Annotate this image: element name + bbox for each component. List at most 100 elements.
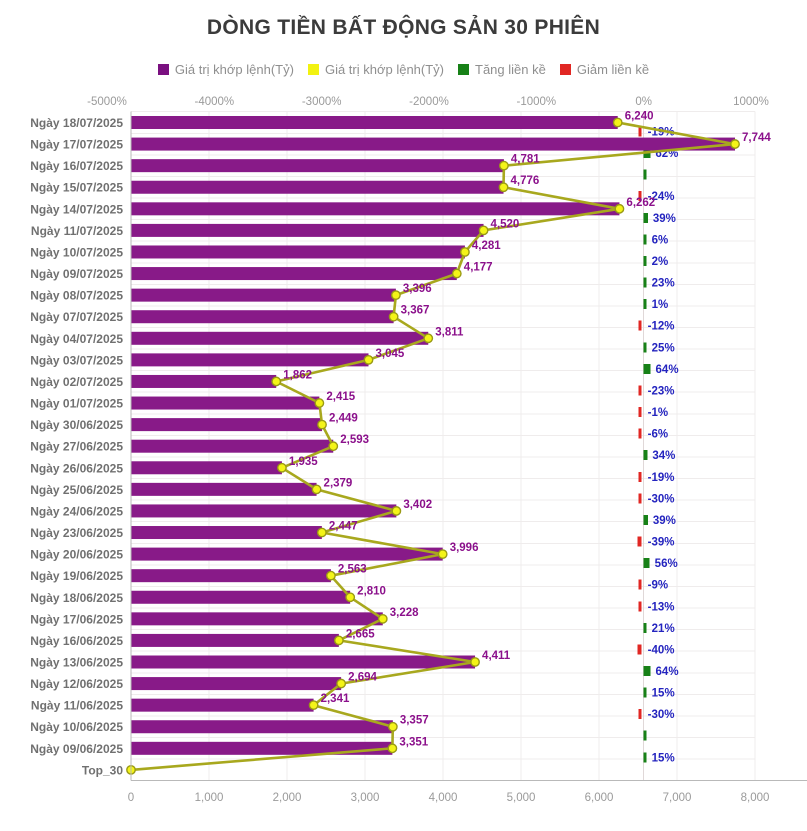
line-marker[interactable] (478, 225, 489, 236)
category-label: Ngày 07/07/2025 (30, 310, 123, 324)
value-bar[interactable] (131, 547, 443, 561)
category-label: Ngày 16/07/2025 (30, 159, 123, 173)
value-label: 3,996 (450, 542, 479, 554)
delta-pct-label: -12% (648, 321, 675, 333)
line-marker[interactable] (460, 247, 470, 257)
line-marker[interactable] (336, 678, 347, 689)
value-bar[interactable] (131, 396, 320, 410)
line-marker[interactable] (387, 743, 398, 754)
bottom-axis-tick-label: 3,000 (351, 792, 380, 804)
value-label: 7,744 (742, 132, 771, 144)
value-bar[interactable] (131, 720, 393, 734)
delta-pct-label: 25% (652, 342, 675, 354)
line-marker[interactable] (437, 549, 448, 559)
line-marker[interactable] (316, 527, 327, 538)
decrease-tick (638, 191, 642, 202)
line-marker[interactable] (277, 462, 287, 473)
value-bar[interactable] (131, 741, 393, 755)
line-marker[interactable] (333, 635, 344, 646)
legend-line-series[interactable]: Giá trị khớp lệnh(Tỷ) (307, 62, 444, 77)
top-axis-tick-label: -5000% (87, 96, 127, 108)
bottom-axis-tick-label: 7,000 (663, 792, 692, 804)
value-bar[interactable] (131, 526, 322, 540)
line-marker[interactable] (451, 268, 462, 279)
line-marker[interactable] (326, 570, 336, 581)
value-bar[interactable] (131, 331, 429, 345)
line-marker[interactable] (498, 182, 509, 193)
value-bar[interactable] (131, 116, 618, 129)
decrease-tick (638, 579, 642, 590)
line-marker[interactable] (423, 333, 434, 344)
value-label: 3,402 (403, 499, 432, 511)
value-label: 4,776 (511, 175, 540, 187)
line-marker[interactable] (328, 441, 339, 452)
value-label: 2,665 (346, 628, 375, 640)
line-marker[interactable] (377, 613, 388, 624)
increase-tick (643, 514, 648, 525)
delta-pct-label: 56% (655, 558, 678, 570)
line-marker[interactable] (345, 592, 356, 603)
line-marker[interactable] (614, 203, 625, 214)
line-marker[interactable] (391, 506, 402, 516)
line-marker[interactable] (317, 419, 327, 430)
line-marker[interactable] (387, 721, 398, 732)
category-label: Ngày 08/07/2025 (30, 289, 123, 303)
value-bar[interactable] (131, 310, 394, 324)
value-bar[interactable] (131, 482, 317, 496)
value-bar[interactable] (131, 353, 369, 367)
value-bar[interactable] (131, 223, 484, 237)
value-label: 6,262 (626, 197, 655, 209)
legend-bar-series[interactable]: Giá trị khớp lệnh(Tỷ) (157, 62, 294, 77)
legend-increase[interactable]: Tăng liền kề (458, 62, 546, 77)
value-label: 2,694 (348, 672, 377, 684)
decrease-tick (638, 126, 642, 137)
category-label: Ngày 09/07/2025 (30, 267, 123, 281)
bottom-axis-tick-label: 2,000 (273, 792, 302, 804)
value-bar[interactable] (131, 655, 476, 669)
value-bar[interactable] (131, 461, 282, 475)
line-marker[interactable] (390, 290, 401, 301)
line-marker[interactable] (470, 657, 480, 667)
value-label: 2,593 (340, 434, 369, 446)
value-bar[interactable] (131, 569, 331, 583)
increase-tick (643, 277, 647, 288)
value-bar[interactable] (131, 374, 277, 388)
top-axis-tick-label: 0% (635, 96, 652, 108)
line-marker[interactable] (311, 484, 322, 495)
value-bar[interactable] (131, 180, 504, 194)
line-marker[interactable] (499, 160, 509, 171)
value-bar[interactable] (131, 137, 736, 151)
value-label: 3,367 (401, 305, 430, 317)
value-bar[interactable] (131, 698, 314, 712)
value-bar[interactable] (131, 590, 351, 604)
value-bar[interactable] (131, 159, 504, 173)
line-marker[interactable] (730, 139, 740, 149)
delta-pct-label: -40% (648, 644, 675, 656)
line-marker[interactable] (388, 311, 399, 322)
value-bar[interactable] (131, 202, 620, 216)
value-bar[interactable] (131, 677, 342, 691)
value-label: 4,411 (482, 650, 511, 662)
value-bar[interactable] (131, 633, 339, 647)
legend-decrease[interactable]: Giảm liền kề (559, 62, 649, 77)
line-marker[interactable] (363, 354, 374, 365)
value-bar[interactable] (131, 504, 397, 518)
increase-tick (643, 234, 647, 245)
delta-pct-label: 2% (652, 256, 669, 268)
delta-pct-label: -23% (648, 385, 675, 397)
line-marker[interactable] (271, 376, 282, 387)
value-bar[interactable] (131, 439, 334, 453)
bottom-axis-tick-label: 8,000 (741, 792, 770, 804)
line-marker[interactable] (612, 117, 623, 128)
value-label: 2,341 (321, 693, 350, 705)
value-bar[interactable] (131, 288, 396, 302)
line-marker[interactable] (314, 398, 325, 408)
line-marker[interactable] (308, 700, 319, 711)
value-bar[interactable] (131, 267, 457, 281)
value-bar[interactable] (131, 245, 465, 259)
category-label: Ngày 18/07/2025 (30, 116, 123, 130)
legend-bar-series-label: Giá trị khớp lệnh(Tỷ) (174, 62, 294, 77)
value-bar[interactable] (131, 418, 323, 432)
value-bar[interactable] (131, 612, 383, 626)
value-label: 3,228 (390, 607, 419, 619)
